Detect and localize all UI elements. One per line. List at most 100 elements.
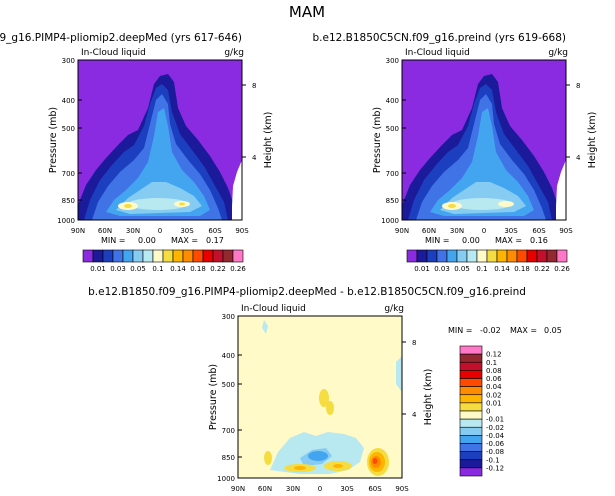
panel-right-y-axis: 300 400 500 700 850 1000 Pressure (mb) — [372, 57, 406, 225]
panel-right-colorbar-swatch — [436, 249, 448, 263]
panel-left-colorbar-swatch — [232, 249, 244, 263]
panel-right-field — [402, 60, 566, 220]
panel-difference-colorbar-swatch — [459, 345, 483, 355]
panel-left-colorbar-label: 0.26 — [230, 265, 246, 273]
panel-difference-colorbar-swatch — [459, 394, 483, 404]
panel-left-max-label: MAX = — [171, 236, 198, 245]
panel-right-colorbar-swatch — [416, 249, 428, 263]
panel-difference-colorbar-label: -0.06 — [486, 440, 505, 448]
panel-right-colorbar-swatch — [456, 249, 468, 263]
panel-right-xtick-90S: 90S — [559, 227, 573, 235]
panel-right-colorbar-swatch — [476, 249, 488, 263]
panel-right-colorbar-swatch — [556, 249, 568, 263]
panel-left-rtick-4: 4 — [252, 154, 257, 162]
panel-difference-ytick-400: 400 — [222, 352, 235, 360]
panel-difference-title: b.e12.B1850.f09_g16.PIMP4-pliomip2.deepM… — [88, 286, 526, 298]
panel-difference-contour-neg-d — [308, 451, 328, 461]
panel-difference-contour-pos-i — [372, 458, 378, 464]
panel-left-colorbar-swatch — [142, 249, 154, 263]
panel-difference-colorbar-label: 0.06 — [486, 375, 502, 383]
panel-left-ytick-1000: 1000 — [57, 217, 75, 225]
panel-difference-xtick-60S: 60S — [368, 485, 382, 493]
panel-difference-colorbar-swatch — [459, 443, 483, 452]
panel-difference-colorbar-label: 0.02 — [486, 391, 502, 399]
panel-right-colorbar-label: 0.03 — [434, 265, 450, 273]
panel-difference: b.e12.B1850.f09_g16.PIMP4-pliomip2.deepM… — [88, 286, 562, 493]
panel-left-xtick-30N: 30N — [126, 227, 140, 235]
panel-difference-frame — [237, 315, 403, 479]
panel-left-field-label: In-Cloud liquid — [81, 48, 146, 58]
panel-left-min-value: 0.00 — [138, 236, 156, 245]
panel-difference-contour-pos-b — [319, 389, 329, 407]
panel-difference-field-label: In-Cloud liquid — [241, 304, 306, 314]
panel-difference-colorbar-label: 0.01 — [486, 399, 502, 407]
panel-right-xtick-90N: 90N — [395, 227, 409, 235]
panel-right-rtick-8: 8 — [576, 82, 580, 90]
panel-left-colorbar-swatch — [162, 249, 174, 263]
panel-right-contour-0.1 — [430, 108, 534, 216]
panel-difference-colorbar-swatch — [459, 353, 483, 363]
panel-difference-colorbar: 0.120.10.080.060.040.020.010-0.01-0.02-0… — [459, 345, 505, 477]
panel-left-colorbar-swatch — [202, 249, 214, 263]
panel-right-ytick-500: 500 — [386, 125, 399, 133]
panel-difference-colorbar-swatch — [459, 435, 483, 444]
panel-difference-contour-pos-k — [333, 464, 343, 468]
panel-difference-colorbar-label: 0.12 — [486, 351, 502, 359]
panel-left-colorbar-label: 0.05 — [130, 265, 146, 273]
panel-difference-contour-pos-c — [326, 401, 334, 415]
panel-difference-xtick-30N: 30N — [286, 485, 300, 493]
panel-difference-colorbar-label: -0.08 — [486, 448, 504, 456]
panel-difference-units: g/kg — [384, 304, 404, 314]
panel-left-colorbar: 0.01 0.03 0.05 0.1 0.14 0.18 0.22 0.26 — [82, 249, 246, 273]
panel-left-colorbar-swatch — [222, 249, 234, 263]
panel-left-min-label: MIN = — [101, 236, 126, 245]
panel-left-xtick-90S: 90S — [235, 227, 249, 235]
panel-difference-colorbar-swatch — [459, 386, 483, 396]
panel-left-ytick-300: 300 — [62, 57, 75, 65]
panel-right-stats: MIN = 0.00 MAX = 0.16 — [425, 236, 548, 245]
panel-difference-colorbar-label: 0.04 — [486, 383, 502, 391]
panel-difference-y-axis: 300 400 500 700 850 1000 Pressure (mb) — [208, 313, 242, 483]
panel-left-colorbar-label: 0.1 — [152, 265, 163, 273]
panel-left-colorbar-swatch — [82, 249, 94, 263]
panel-left-y-axis: 300 400 500 700 850 1000 Pressure (mb) — [48, 57, 82, 225]
panel-difference-colorbar-swatch — [459, 410, 483, 420]
panel-difference-xtick-90S: 90S — [395, 485, 409, 493]
panel-right-ytick-1000: 1000 — [381, 217, 399, 225]
panel-difference-ylabel: Pressure (mb) — [208, 364, 219, 430]
panel-difference-colorbar-swatch — [459, 378, 483, 387]
panel-left-ylabel: Pressure (mb) — [48, 107, 59, 173]
panel-left-colorbar-swatch — [212, 249, 224, 263]
panel-right-colorbar: 0.01 0.03 0.05 0.1 0.14 0.18 0.22 0.26 — [406, 249, 570, 273]
panel-right-xtick-0: 0 — [482, 227, 486, 235]
panel-left-rtick-8: 8 — [252, 82, 256, 90]
panel-right-right-axis: 8 4 Height (km) — [566, 82, 598, 168]
panel-left-right-axis: 8 4 Height (km) — [242, 82, 274, 168]
panel-left-colorbar-swatch — [152, 249, 164, 263]
panel-difference-ytick-1000: 1000 — [217, 475, 235, 483]
panel-left-max-value: 0.17 — [206, 236, 224, 245]
panel-left-colorbar-label: 0.01 — [90, 265, 106, 273]
panel-difference-colorbar-swatch — [459, 370, 483, 379]
panel-difference-colorbar-swatch — [459, 418, 483, 428]
panel-difference-rtick-8: 8 — [412, 339, 416, 347]
panel-difference-min-label: MIN = — [448, 326, 473, 335]
panel-right-field-label: In-Cloud liquid — [405, 48, 470, 58]
panel-right: b.e12.B1850C5CN.f09_g16.preind (yrs 619-… — [313, 32, 598, 273]
panel-left-stats: MIN = 0.00 MAX = 0.17 — [101, 236, 224, 245]
panel-right-ylabel: Pressure (mb) — [372, 107, 383, 173]
panel-difference-colorbar-label: -0.01 — [486, 416, 504, 424]
panel-right-colorbar-swatch — [516, 249, 528, 263]
panel-right-colorbar-swatch — [506, 249, 518, 263]
panel-right-colorbar-label: 0.1 — [476, 265, 487, 273]
panel-right-title: b.e12.B1850C5CN.f09_g16.preind (yrs 619-… — [313, 32, 566, 44]
panel-left-contour-0.18 — [128, 198, 188, 210]
panel-left-colorbar-swatch — [122, 249, 134, 263]
panel-right-ytick-300: 300 — [386, 57, 399, 65]
panel-right-colorbar-label: 0.18 — [514, 265, 530, 273]
panel-difference-ytick-300: 300 — [222, 313, 235, 321]
panel-right-xtick-30S: 30S — [504, 227, 518, 235]
panel-right-colorbar-swatch — [526, 249, 538, 263]
panel-left-xtick-60N: 60N — [98, 227, 112, 235]
panel-right-colorbar-label: 0.05 — [454, 265, 470, 273]
